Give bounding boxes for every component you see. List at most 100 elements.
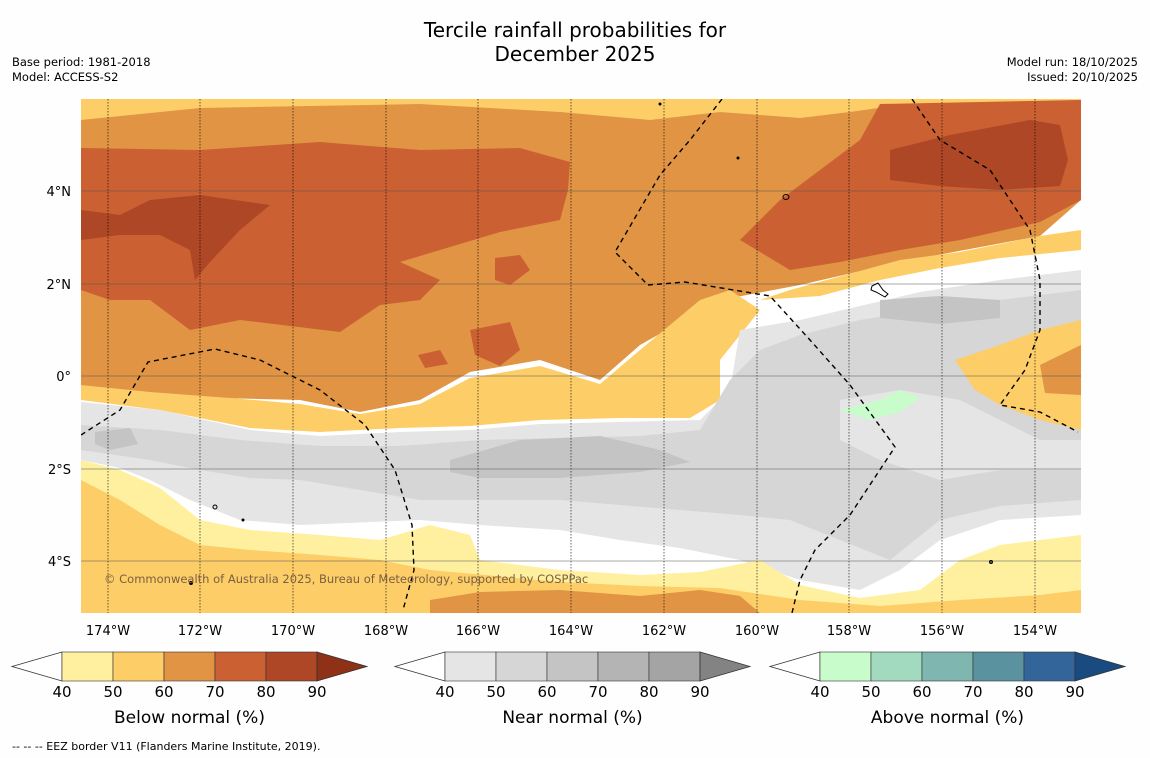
near-colorbar-tick: 60 — [537, 683, 557, 701]
above-colorbar-segment — [819, 651, 872, 682]
lon-label: 168°W — [364, 624, 408, 639]
above-colorbar-tick: 90 — [1065, 683, 1085, 701]
lat-label: 2°S — [48, 463, 71, 478]
island-2 — [870, 282, 889, 298]
region-below-80-90-west — [81, 195, 270, 280]
below-colorbar-right-arrow — [316, 651, 369, 682]
region-below-50-south — [81, 480, 1081, 613]
near-colorbar-left-arrow — [393, 651, 446, 682]
below-colorbar-tick: 90 — [307, 683, 327, 701]
lon-label: 156°W — [920, 624, 964, 639]
above-colorbar-segment — [1023, 651, 1076, 682]
eez-border-west — [81, 348, 415, 611]
region-below-50-east-south — [955, 320, 1081, 430]
near-colorbar-segment — [546, 651, 599, 682]
above-colorbar-tick: 80 — [1014, 683, 1034, 701]
region-below-50-east — [760, 230, 1081, 300]
island-6 — [241, 518, 245, 522]
below-colorbar-segment — [163, 651, 216, 682]
below-colorbar-tick: 80 — [256, 683, 276, 701]
near-colorbar-tick: 50 — [486, 683, 506, 701]
region-near-40-50-east — [840, 390, 1081, 480]
region-below-70-80-blob-3 — [495, 255, 530, 285]
eez-borders — [81, 99, 1079, 613]
region-below-60-70-south — [430, 590, 760, 613]
region-below-60-70-east-south — [1040, 345, 1081, 395]
island-4 — [658, 102, 662, 106]
eez-border-east — [911, 99, 1079, 433]
lon-label: 164°W — [549, 624, 593, 639]
near-colorbar-segment — [444, 651, 497, 682]
lon-label: 172°W — [178, 624, 222, 639]
lon-label: 162°W — [642, 624, 686, 639]
above-colorbar-segment — [921, 651, 974, 682]
longitude-labels: 174°W 172°W 170°W 168°W 166°W 164°W 162°… — [86, 624, 1057, 639]
above-colorbar-title: Above normal (%) — [870, 708, 1025, 728]
near-colorbar-tick: 90 — [690, 683, 710, 701]
island-1 — [782, 194, 790, 200]
below-colorbar-tick: 70 — [205, 683, 225, 701]
copyright-text: © Commonwealth of Australia 2025, Bureau… — [104, 572, 588, 586]
island-5 — [736, 156, 740, 160]
below-colorbar-segment — [112, 651, 165, 682]
near-colorbar-tick: 80 — [639, 683, 659, 701]
near-colorbar-segment — [648, 651, 701, 682]
region-near-60-70-c — [95, 428, 138, 450]
below-colorbar-left-arrow — [10, 651, 63, 682]
above-colorbar-segment — [972, 651, 1025, 682]
title-line-1: Tercile rainfall probabilities for — [423, 18, 727, 42]
lon-label: 160°W — [735, 624, 779, 639]
title-line-2: December 2025 — [494, 42, 656, 66]
island-8 — [989, 560, 993, 564]
map-area[interactable] — [81, 99, 1081, 613]
above-colorbar-left-arrow — [768, 651, 821, 682]
region-near-60-70-a — [450, 436, 690, 478]
lon-label: 170°W — [271, 624, 315, 639]
region-near-50-60 — [81, 290, 1081, 560]
lon-label: 174°W — [86, 624, 130, 639]
lat-label: 0° — [56, 370, 71, 385]
lat-label: 4°S — [48, 555, 71, 570]
below-colorbar-segment — [214, 651, 267, 682]
near-colorbar-segment — [495, 651, 548, 682]
near-colorbar-tick: 40 — [435, 683, 455, 701]
above-colorbar-tick: 40 — [810, 683, 830, 701]
lon-label: 166°W — [456, 624, 500, 639]
lon-label: 154°W — [1013, 624, 1057, 639]
island-7 — [189, 581, 193, 585]
issued-date: Issued: 20/10/2025 — [1027, 70, 1138, 84]
region-below-70-80-blob-2 — [418, 350, 448, 368]
base-period: Base period: 1981-2018 — [12, 55, 151, 69]
below-colorbar-segment — [265, 651, 318, 682]
eez-footnote: -- -- -- EEZ border V11 (Flanders Marine… — [12, 740, 321, 753]
below-colorbar-tick: 50 — [103, 683, 123, 701]
below-colorbar-tick: 60 — [154, 683, 174, 701]
above-colorbar-right-arrow — [1074, 651, 1127, 682]
region-above-40-50 — [840, 390, 920, 420]
colorbars — [10, 651, 1127, 682]
region-below-50-middle — [81, 290, 760, 432]
near-colorbar-tick: 70 — [588, 683, 608, 701]
above-colorbar-tick: 70 — [963, 683, 983, 701]
below-colorbar-title: Below normal (%) — [114, 708, 265, 728]
lat-label: 2°N — [47, 278, 72, 293]
below-colorbar-segment — [61, 651, 114, 682]
islands — [189, 102, 993, 585]
above-colorbar-segment — [870, 651, 923, 682]
model-name: Model: ACCESS-S2 — [12, 70, 119, 84]
latitude-gridlines — [81, 190, 1081, 562]
region-near-60-70-b — [880, 296, 1000, 324]
near-colorbar-segment — [597, 651, 650, 682]
near-colorbar-title: Near normal (%) — [502, 708, 643, 728]
lon-label: 158°W — [827, 624, 871, 639]
model-run: Model run: 18/10/2025 — [1006, 55, 1138, 69]
above-colorbar-tick: 60 — [912, 683, 932, 701]
latitude-labels: 4°N 2°N 0° 2°S 4°S — [47, 185, 72, 570]
run-info: Model run: 18/10/2025 Issued: 20/10/2025 — [1007, 55, 1138, 85]
region-below-70-80-blob-1 — [470, 322, 520, 366]
eez-border-central — [614, 99, 896, 613]
near-colorbar-right-arrow — [699, 651, 752, 682]
lat-label: 4°N — [47, 185, 72, 200]
below-colorbar-tick: 40 — [52, 683, 72, 701]
